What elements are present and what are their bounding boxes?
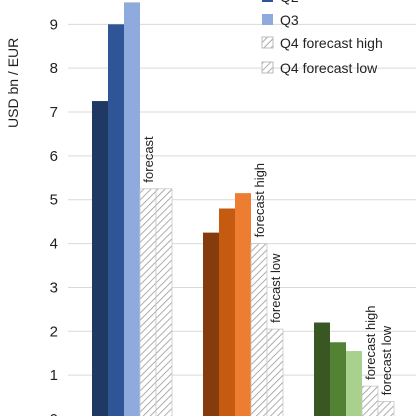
legend-label: Q3 — [280, 12, 299, 28]
bar — [92, 101, 108, 416]
bar — [108, 24, 124, 416]
bar — [124, 2, 140, 416]
legend-item: Q3 — [262, 12, 299, 28]
y-tick-label: 2 — [50, 323, 58, 340]
bar — [330, 342, 346, 416]
y-axis-ticks: 0 1 2 3 4 5 6 7 8 9 — [50, 16, 58, 416]
y-tick-label: 5 — [50, 192, 58, 209]
y-tick-label: 3 — [50, 279, 58, 296]
legend: Q2 Q3 Q4 forecast high Q4 forecast low — [261, 0, 383, 76]
y-tick-label: 8 — [50, 60, 58, 77]
bar — [314, 322, 330, 416]
y-tick-label: 1 — [50, 367, 58, 384]
y-axis-label: USD bn / EUR — [5, 38, 21, 128]
y-tick-label: 0 — [50, 411, 58, 416]
annotation-label: forecast high — [363, 305, 378, 379]
annotation-label: forecast low — [379, 325, 394, 395]
forecast-bar — [377, 401, 395, 416]
y-tick-label: 7 — [50, 104, 58, 121]
legend-swatch — [262, 14, 273, 25]
bars — [92, 2, 395, 416]
y-tick-label: 4 — [50, 236, 58, 253]
forecast-bar — [250, 243, 268, 416]
legend-item: Q2 — [262, 0, 299, 5]
forecast-bar — [139, 188, 157, 416]
bar-group — [314, 322, 395, 416]
legend-swatch — [261, 36, 274, 49]
y-tick-label: 9 — [50, 16, 58, 33]
bar-group — [203, 193, 284, 416]
forecast-bar — [155, 188, 173, 416]
bar — [346, 351, 362, 416]
forecast-bar — [266, 328, 284, 416]
legend-item: Q4 forecast low — [261, 60, 378, 76]
legend-item: Q4 forecast high — [261, 35, 383, 51]
bar — [203, 232, 219, 416]
legend-label: Q4 forecast low — [280, 60, 378, 76]
bar — [219, 208, 235, 416]
legend-swatch — [262, 0, 273, 2]
annotation-label: forecast high — [252, 163, 267, 237]
legend-label: Q4 forecast high — [280, 35, 383, 51]
y-tick-label: 6 — [50, 148, 58, 165]
bar-group — [92, 2, 173, 416]
annotation-label: forecast — [141, 136, 156, 183]
annotation-label: forecast low — [268, 253, 283, 323]
legend-swatch — [261, 61, 274, 74]
bar — [235, 193, 251, 416]
forecast-bar — [361, 385, 379, 416]
legend-label: Q2 — [280, 0, 299, 5]
